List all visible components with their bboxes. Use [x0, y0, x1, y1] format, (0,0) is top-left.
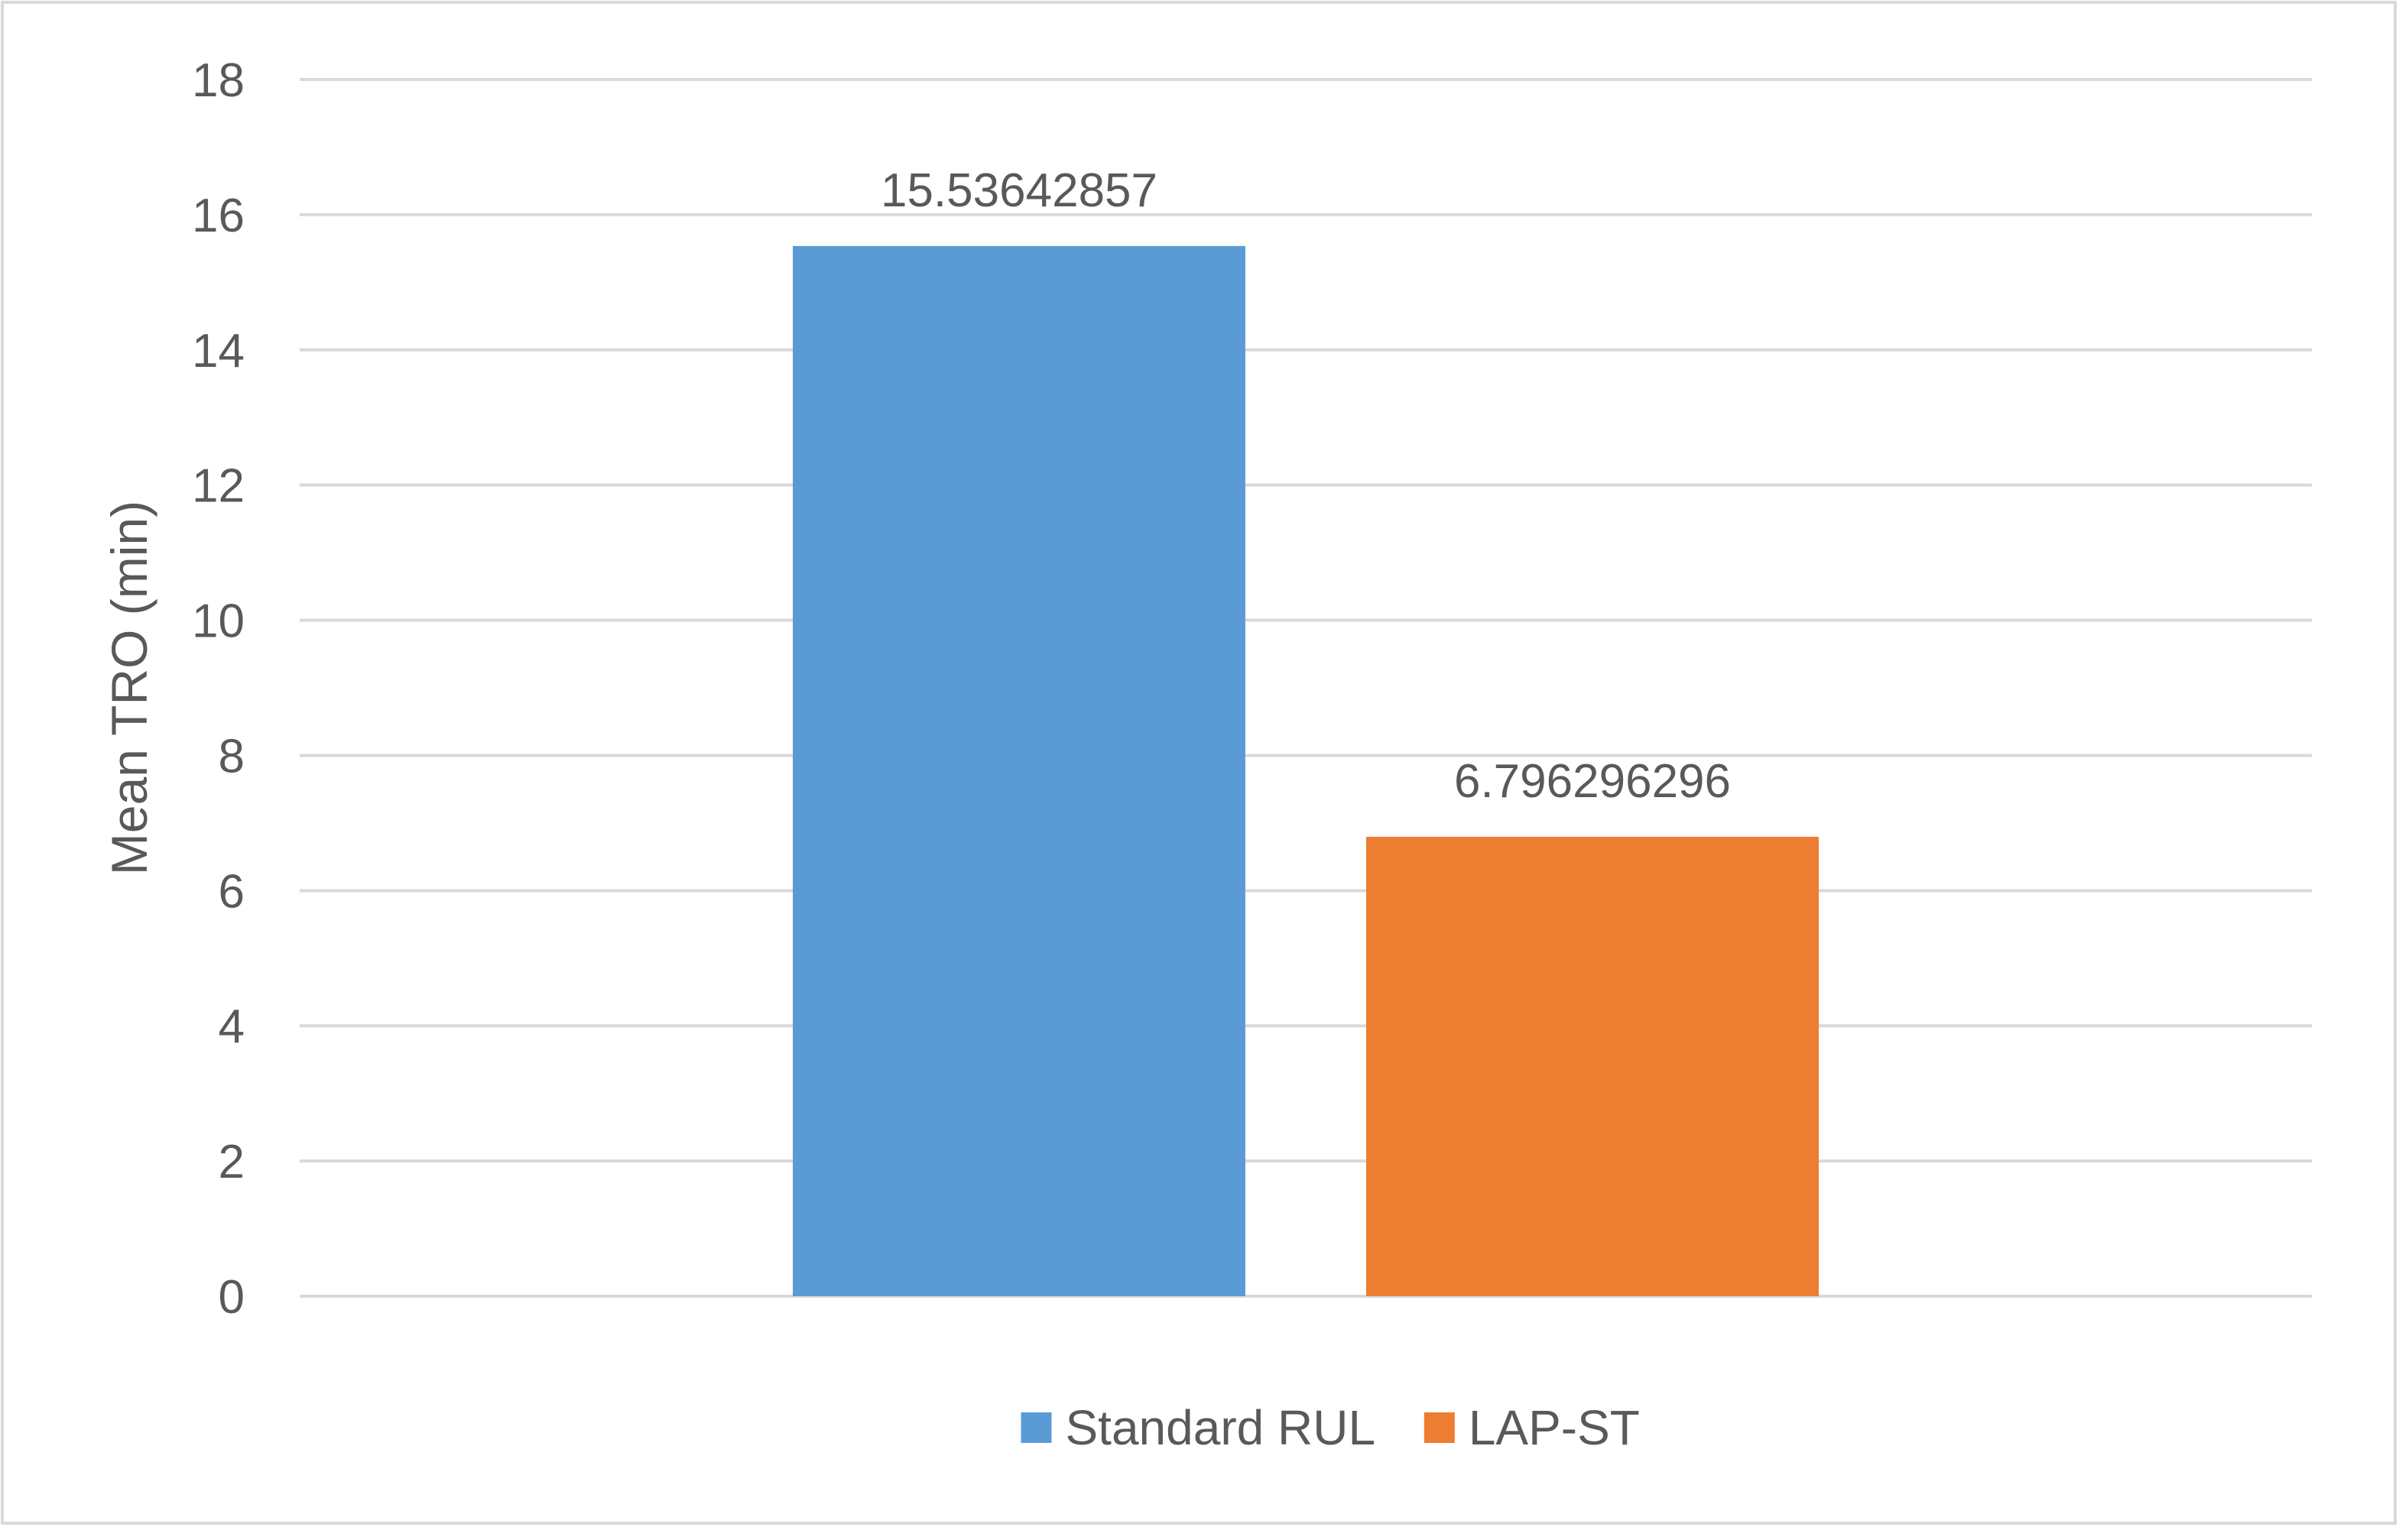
y-tick-label: 14 — [192, 325, 245, 378]
y-tick-label: 18 — [192, 54, 245, 107]
legend-swatch — [1423, 1412, 1455, 1443]
legend-label: Standard RUL — [1065, 1400, 1375, 1455]
bar-standard-rul — [793, 245, 1245, 1297]
data-label: 15.53642857 — [881, 164, 1157, 217]
y-tick-label: 12 — [192, 460, 245, 513]
bar-lap-st — [1366, 836, 1819, 1296]
data-labels: 15.53642857 6.796296296 — [881, 164, 1731, 808]
legend: Standard RUL LAP-ST — [1021, 1400, 1640, 1455]
y-tick-label: 4 — [219, 1000, 245, 1053]
y-tick-label: 6 — [219, 865, 245, 918]
legend-label: LAP-ST — [1469, 1400, 1640, 1455]
y-tick-label: 0 — [219, 1271, 245, 1324]
y-tick-label: 2 — [219, 1136, 245, 1188]
y-axis-label: Mean TRO (min) — [101, 501, 157, 875]
y-axis-ticks: 0 2 4 6 8 10 12 14 16 18 — [192, 54, 245, 1324]
bars — [793, 245, 1819, 1297]
y-tick-label: 10 — [192, 595, 245, 648]
legend-item-standard-rul: Standard RUL — [1021, 1400, 1375, 1455]
y-tick-label: 8 — [219, 730, 245, 783]
y-tick-label: 16 — [192, 190, 245, 242]
legend-item-lap-st: LAP-ST — [1423, 1400, 1640, 1455]
legend-swatch — [1021, 1412, 1052, 1443]
gridlines — [300, 78, 2312, 1298]
data-label: 6.796296296 — [1454, 755, 1731, 808]
